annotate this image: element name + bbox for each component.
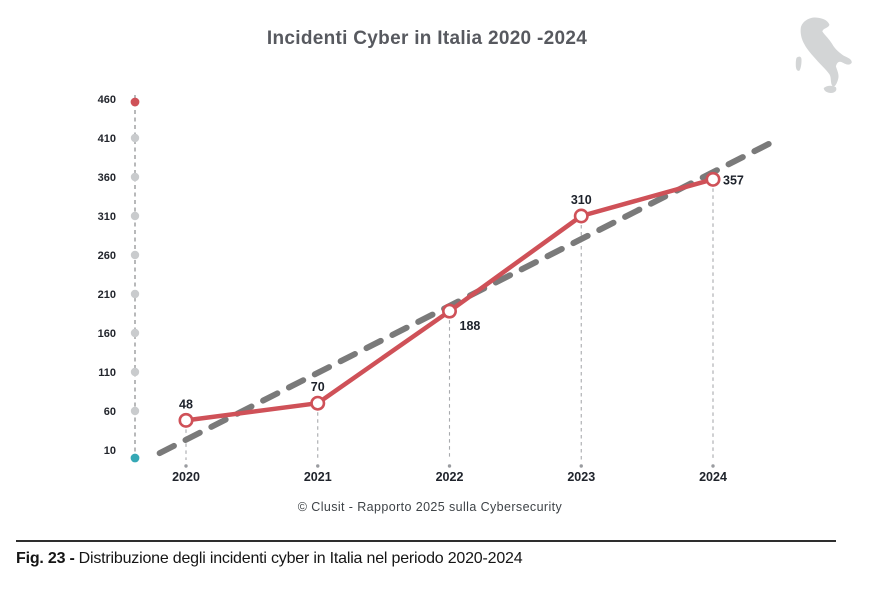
y-axis-tick-marker	[130, 367, 140, 377]
x-axis-label: 2023	[567, 470, 595, 484]
data-point-label: 188	[460, 319, 481, 333]
x-axis-label: 2024	[699, 470, 727, 484]
dropline-end-marker	[316, 464, 320, 468]
data-point-marker	[178, 412, 194, 428]
y-axis-label: 210	[98, 289, 116, 301]
y-axis-tick-marker	[130, 250, 140, 260]
x-axis-label: 2022	[436, 470, 464, 484]
dropline-end-marker	[184, 464, 188, 468]
italy-map-icon	[795, 17, 852, 93]
figure-text: Distribuzione degli incidenti cyber in I…	[78, 550, 523, 567]
dropline-end-marker	[579, 464, 583, 468]
figure-number: Fig. 23 -	[16, 550, 75, 567]
data-point-label: 357	[723, 173, 744, 187]
y-axis-tick-marker	[130, 211, 140, 221]
x-axis-label: 2020	[172, 470, 200, 484]
data-point-marker	[705, 171, 721, 187]
figure-caption: Fig. 23 - Distribuzione degli incidenti c…	[16, 550, 523, 568]
x-axis-label: 2021	[304, 470, 332, 484]
y-axis-tick-marker	[130, 133, 140, 143]
y-axis-label: 460	[98, 94, 116, 106]
dropline-end-marker	[711, 464, 715, 468]
y-axis-tick-marker	[130, 172, 140, 182]
figure-divider	[16, 540, 836, 542]
y-axis-label: 10	[104, 445, 116, 457]
y-axis-label: 360	[98, 172, 116, 184]
data-point-marker	[441, 303, 457, 319]
data-point-label: 310	[571, 193, 592, 207]
y-axis-tick-marker	[130, 289, 140, 299]
y-axis-label: 410	[98, 133, 116, 145]
data-point-label: 48	[179, 397, 193, 411]
y-axis-label: 60	[104, 406, 116, 418]
data-point-marker	[573, 208, 589, 224]
data-point-label: 70	[311, 380, 325, 394]
data-point-marker	[310, 395, 326, 411]
y-axis-bottom-marker	[130, 453, 140, 463]
y-axis-tick-marker	[130, 406, 140, 416]
chart-title: Incidenti Cyber in Italia 2020 -2024	[266, 28, 588, 49]
y-axis-label: 310	[98, 211, 116, 223]
y-axis-label: 260	[98, 250, 116, 262]
y-axis-tick-marker	[130, 328, 140, 338]
line-chart: 460 410 360 310 260 210 160 110 60 10 2020 2021 2022…	[98, 94, 782, 484]
y-axis-label: 160	[98, 328, 116, 340]
dropline-end-marker	[447, 464, 452, 468]
y-axis-top-marker	[130, 97, 140, 107]
source-caption: © Clusit - Rapporto 2025 sulla Cybersecu…	[297, 500, 563, 514]
y-axis-label: 110	[98, 367, 116, 379]
